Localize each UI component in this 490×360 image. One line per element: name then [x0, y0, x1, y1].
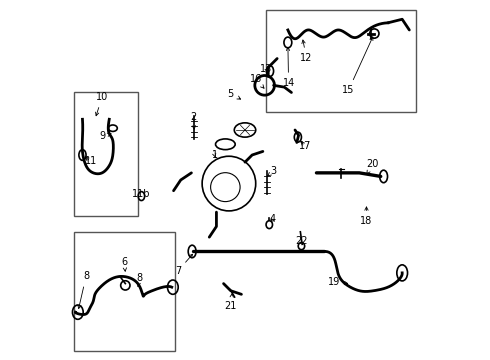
- Text: 22: 22: [295, 237, 308, 247]
- Text: 11b: 11b: [132, 189, 150, 199]
- Text: 8: 8: [137, 273, 143, 286]
- Text: 13: 13: [260, 64, 272, 73]
- Text: 4: 4: [270, 214, 276, 224]
- Text: 8: 8: [78, 271, 89, 309]
- FancyArrowPatch shape: [230, 289, 235, 297]
- Text: 12: 12: [300, 40, 313, 63]
- Bar: [74, 93, 138, 216]
- Text: 15: 15: [343, 37, 373, 95]
- Text: 9: 9: [99, 131, 111, 141]
- Text: 5: 5: [227, 89, 241, 99]
- Text: 20: 20: [367, 159, 379, 174]
- Text: 2: 2: [190, 112, 196, 129]
- Text: 14: 14: [282, 47, 294, 88]
- Text: 17: 17: [299, 141, 311, 151]
- Bar: [267, 10, 416, 112]
- Text: 21: 21: [224, 294, 237, 311]
- Bar: [74, 232, 175, 351]
- Text: 7: 7: [175, 254, 193, 276]
- Text: 10: 10: [96, 92, 108, 116]
- Text: 1: 1: [212, 150, 218, 160]
- Text: 6: 6: [121, 257, 127, 271]
- Text: 11: 11: [85, 157, 97, 166]
- Text: 16: 16: [249, 74, 264, 88]
- Text: 19: 19: [328, 277, 348, 287]
- Text: 18: 18: [360, 207, 372, 226]
- Text: 3: 3: [268, 166, 277, 176]
